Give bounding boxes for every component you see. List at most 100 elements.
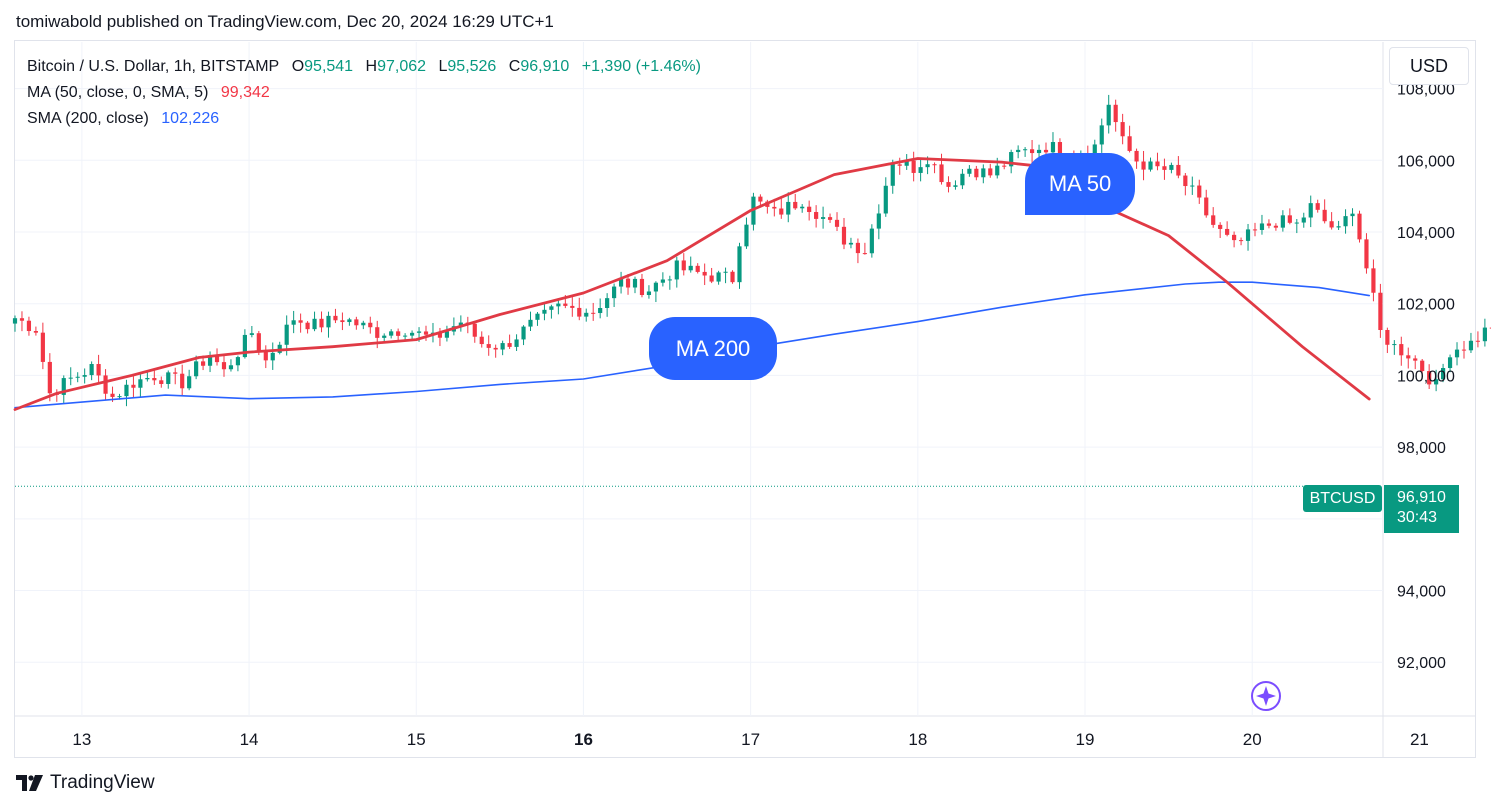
candle — [1371, 259, 1376, 302]
candle-body — [1225, 228, 1230, 235]
candle-body — [1252, 229, 1258, 231]
candle-body — [1050, 142, 1056, 153]
x-tick-label: 15 — [407, 730, 426, 749]
candle-body — [1266, 223, 1272, 226]
candle — [695, 263, 700, 274]
x-tick-label: 19 — [1076, 730, 1095, 749]
candle-body — [68, 377, 73, 379]
candle-body — [1016, 149, 1021, 153]
candle-body — [375, 327, 380, 338]
candle-body — [26, 320, 32, 332]
candle-body — [988, 168, 993, 176]
candle — [1364, 233, 1369, 274]
candle-body — [967, 168, 972, 174]
candle-body — [1468, 340, 1474, 351]
candle-body — [298, 320, 303, 323]
candle — [974, 165, 979, 181]
candle-body — [61, 378, 66, 395]
candle — [1190, 176, 1195, 195]
x-tick-label: 21 — [1410, 730, 1429, 749]
candle — [584, 308, 589, 322]
candle-body — [1183, 175, 1188, 187]
sparkle-icon[interactable] — [1251, 681, 1281, 711]
legend-low: 95,526 — [447, 58, 497, 75]
ma200-annotation: MA 200 — [649, 317, 777, 380]
bar-countdown: 30:43 — [1397, 509, 1438, 526]
candle — [173, 367, 178, 385]
candle — [82, 368, 87, 384]
candle — [451, 317, 456, 336]
candle-body — [598, 308, 603, 314]
candle-body — [228, 365, 234, 370]
candle-body — [632, 278, 638, 288]
candle-body — [138, 379, 143, 388]
candle — [207, 351, 213, 373]
candle — [12, 315, 18, 332]
candle-body — [542, 309, 547, 314]
candle-body — [1232, 234, 1237, 241]
candle-body — [256, 333, 261, 351]
publisher-line: tomiwabold published on TradingView.com,… — [16, 12, 554, 31]
candle — [911, 151, 916, 182]
candle-body — [1002, 165, 1007, 167]
candle-body — [1364, 239, 1369, 269]
candle-body — [807, 206, 812, 213]
candle — [145, 372, 150, 382]
candle — [953, 180, 958, 190]
candle-body — [758, 196, 763, 202]
legend-ma-label: MA (50, close, 0, SMA, 5) — [27, 84, 209, 101]
candle-body — [1385, 330, 1390, 345]
candle-body — [793, 201, 798, 209]
y-tick-label: 106,000 — [1397, 153, 1455, 170]
candle — [653, 281, 658, 303]
candle-body — [1329, 221, 1334, 228]
candle-body — [131, 384, 136, 388]
candle-body — [883, 185, 888, 214]
legend-open-label: O — [291, 58, 305, 75]
candle-body — [514, 339, 519, 347]
candle — [667, 275, 672, 290]
candle-body — [625, 278, 631, 288]
candle-body — [173, 372, 178, 374]
candle — [1204, 189, 1209, 218]
y-tick-label: 98,000 — [1397, 440, 1446, 457]
candle-body — [1350, 213, 1355, 217]
candle-body — [563, 303, 568, 306]
candle-body — [507, 343, 512, 347]
candle — [507, 334, 512, 349]
candle — [1434, 369, 1439, 392]
currency-button[interactable]: USD — [1389, 47, 1469, 85]
candle — [61, 375, 66, 403]
candle-body — [1280, 215, 1285, 228]
candle — [800, 204, 805, 213]
candle — [1357, 210, 1362, 243]
candle — [187, 369, 192, 391]
candle — [827, 213, 833, 223]
candle-body — [1308, 203, 1313, 218]
candle-body — [486, 344, 491, 348]
candle-body — [779, 208, 784, 215]
candle-body — [974, 168, 979, 178]
candle — [1343, 209, 1348, 234]
candle-body — [493, 347, 498, 350]
candle-body — [472, 323, 477, 337]
candle-body — [145, 377, 150, 380]
x-tick-label: 17 — [741, 730, 760, 749]
candle — [1127, 125, 1132, 153]
symbol-price-tag: BTCUSD — [1303, 485, 1382, 512]
candle — [312, 311, 317, 332]
candle-body — [340, 320, 345, 323]
tradingview-brand[interactable]: TradingView — [16, 772, 155, 794]
candle — [486, 335, 491, 356]
candle-body — [932, 164, 937, 166]
candle-body — [1434, 379, 1439, 385]
candle — [1308, 195, 1313, 228]
candle-body — [326, 315, 331, 328]
candle — [54, 389, 59, 402]
candle — [249, 326, 254, 338]
candle-body — [995, 165, 1000, 176]
legend-high-label: H — [365, 58, 378, 75]
candle-body — [1447, 357, 1453, 369]
candle-body — [1489, 327, 1491, 329]
